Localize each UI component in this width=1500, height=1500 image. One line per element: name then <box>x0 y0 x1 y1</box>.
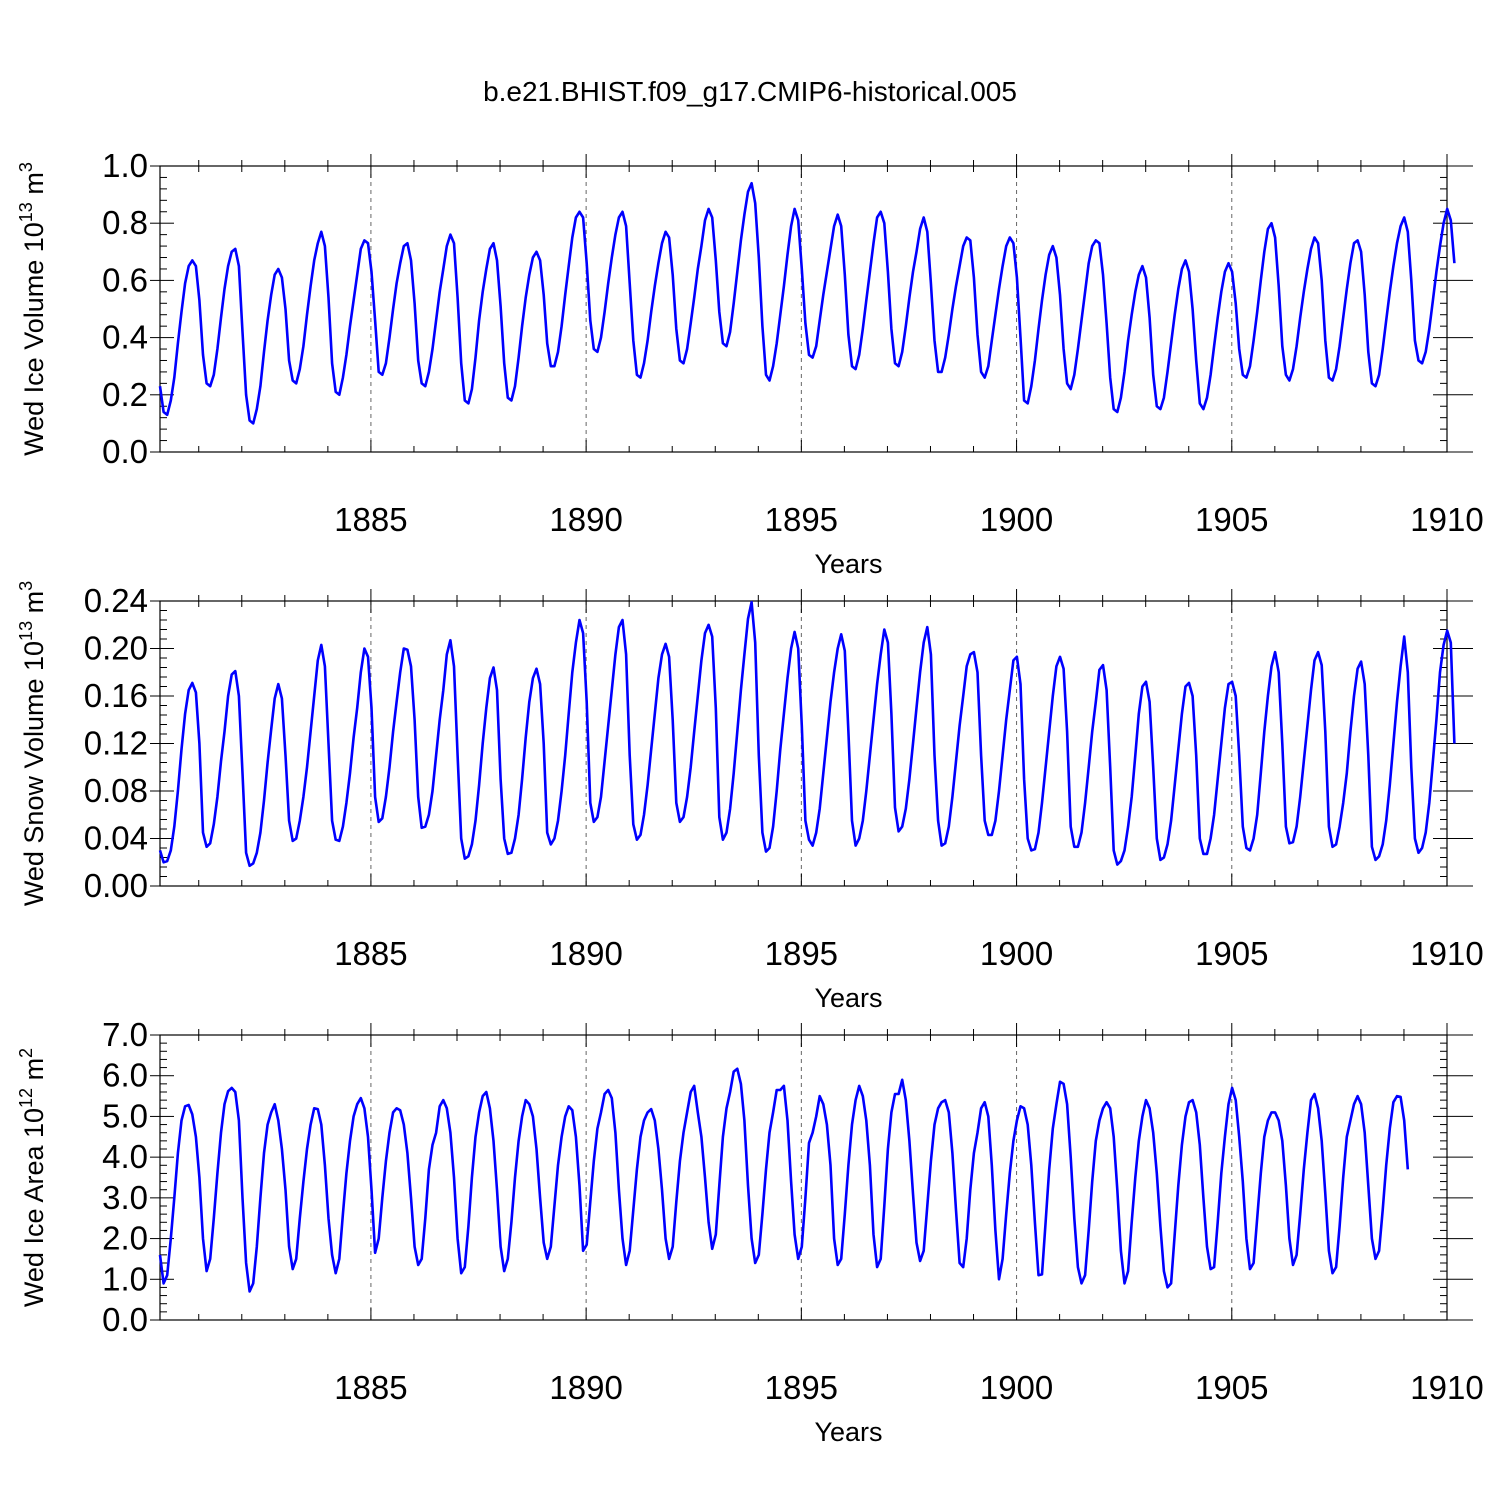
y-axis-label: Wed Ice Volume 1013 m3 <box>16 162 49 456</box>
y-tick-label: 0.04 <box>84 820 148 857</box>
y-tick-label: 0.4 <box>102 319 148 356</box>
x-tick-label: 1905 <box>1195 935 1268 972</box>
y-tick-label: 3.0 <box>102 1179 148 1216</box>
x-axis-label: Years <box>814 983 882 1013</box>
y-tick-label: 5.0 <box>102 1097 148 1134</box>
series-line-ice-area <box>158 1067 1410 1293</box>
panel-ice-area: 0.0 1.02.0 3.0 4.0 5.06.0 7.0 1885 1890 1895 1900… <box>16 1016 1484 1447</box>
x-tick-label: 1905 <box>1195 501 1268 538</box>
x-tick-label: 1905 <box>1195 1369 1268 1406</box>
x-tick-label: 1885 <box>334 935 407 972</box>
y-tick-label: 4.0 <box>102 1138 148 1175</box>
plot-frame <box>159 165 1448 453</box>
x-tick-label: 1900 <box>980 935 1053 972</box>
series-line-snow-volume <box>158 600 1456 868</box>
x-axis-label: Years <box>814 1417 882 1447</box>
y-tick-label: 0.0 <box>102 1301 148 1338</box>
y-tick-label: 0.24 <box>84 582 148 619</box>
x-tick-label: 1910 <box>1410 935 1483 972</box>
x-tick-label: 1890 <box>549 1369 622 1406</box>
x-tick-label: 1895 <box>765 501 838 538</box>
y-tick-label: 7.0 <box>102 1016 148 1053</box>
x-tick-label: 1885 <box>334 1369 407 1406</box>
y-tick-label: 0.0 <box>102 433 148 470</box>
y-axis-label: Wed Ice Area 1012 m2 <box>16 1048 49 1307</box>
y-tick-label: 0.12 <box>84 725 148 762</box>
x-axis-label: Years <box>814 549 882 579</box>
x-tick-label: 1890 <box>549 501 622 538</box>
chart-title: b.e21.BHIST.f09_g17.CMIP6-historical.005 <box>483 76 1017 107</box>
x-tick-label: 1900 <box>980 501 1053 538</box>
y-tick-label: 6.0 <box>102 1057 148 1094</box>
y-axis-label: Wed Snow Volume 1013 m3 <box>16 581 49 906</box>
y-tick-label: 0.8 <box>102 204 148 241</box>
y-tick-label: 1.0 <box>102 147 148 184</box>
x-tick-label: 1890 <box>549 935 622 972</box>
y-tick-label: 0.16 <box>84 677 148 714</box>
y-tick-label: 2.0 <box>102 1220 148 1257</box>
y-tick-label: 0.2 <box>102 376 148 413</box>
y-tick-label: 0.20 <box>84 630 148 667</box>
x-tick-label: 1910 <box>1410 1369 1483 1406</box>
x-tick-label: 1895 <box>765 1369 838 1406</box>
x-tick-label: 1910 <box>1410 501 1483 538</box>
plot-frame <box>159 1034 1448 1321</box>
y-tick-label: 0.00 <box>84 867 148 904</box>
panel-ice-volume: 0.0 0.2 0.4 0.6 0.8 1.0 1885 1890 1895 1900 1905 19… <box>16 147 1484 579</box>
y-tick-label: 0.08 <box>84 772 148 809</box>
panel-snow-volume: 0.00 0.04 0.08 0.12 0.16 0.20 0.24 1885 1890 1895… <box>16 581 1484 1013</box>
y-tick-label: 0.6 <box>102 261 148 298</box>
x-tick-label: 1900 <box>980 1369 1053 1406</box>
x-tick-label: 1885 <box>334 501 407 538</box>
y-tick-label: 1.0 <box>102 1260 148 1297</box>
series-line-ice-volume <box>158 181 1456 425</box>
x-tick-label: 1895 <box>765 935 838 972</box>
